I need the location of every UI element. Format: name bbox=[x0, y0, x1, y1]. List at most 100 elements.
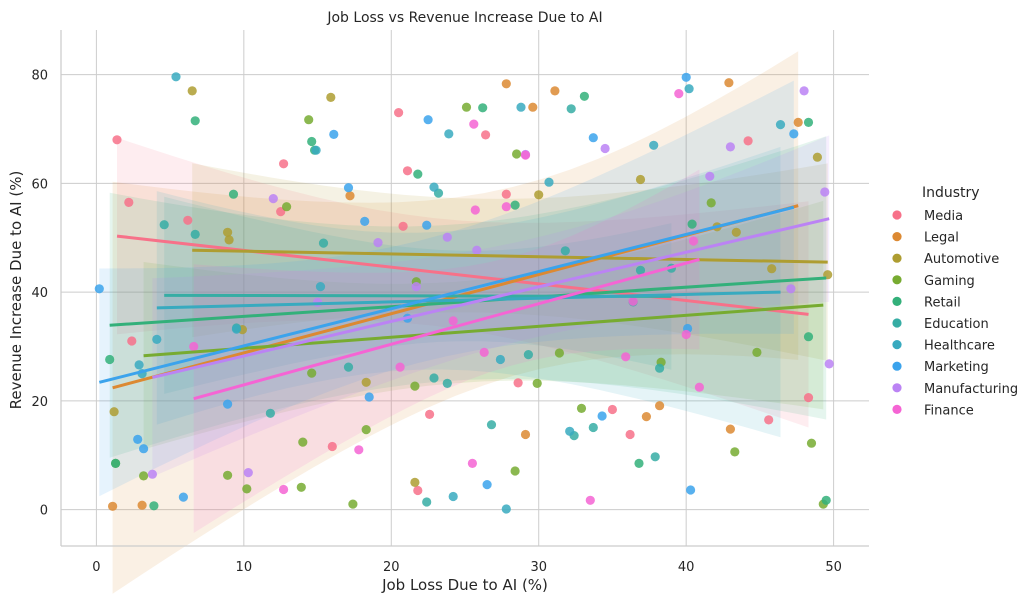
data-point-retail bbox=[105, 354, 115, 365]
data-point-finance bbox=[279, 484, 289, 495]
data-point-manufacturing bbox=[725, 142, 736, 152]
data-point-finance bbox=[681, 329, 691, 340]
data-point-marketing bbox=[329, 129, 339, 139]
data-point-gaming bbox=[348, 499, 358, 509]
data-point-healthcare bbox=[152, 334, 162, 344]
regression-line-retail bbox=[109, 276, 827, 327]
data-point-education bbox=[442, 378, 452, 388]
data-point-gaming bbox=[296, 482, 306, 492]
data-point-retail bbox=[307, 136, 317, 147]
data-point-media bbox=[625, 429, 635, 440]
data-point-media bbox=[743, 136, 753, 146]
legend-marker-gaming bbox=[892, 275, 902, 285]
data-point-marketing bbox=[482, 480, 492, 490]
regression-line-healthcare bbox=[156, 290, 781, 310]
data-point-legal bbox=[501, 79, 511, 89]
legend-marker-retail bbox=[892, 296, 902, 306]
data-point-marketing bbox=[364, 392, 374, 402]
data-point-education bbox=[190, 229, 200, 239]
data-point-marketing bbox=[360, 216, 370, 226]
data-point-finance bbox=[395, 362, 405, 372]
data-point-education bbox=[655, 363, 665, 373]
data-point-media bbox=[513, 378, 523, 388]
legend-title: Industry bbox=[922, 185, 980, 201]
data-point-gaming bbox=[307, 368, 317, 378]
data-point-retail bbox=[478, 103, 488, 113]
data-point-manufacturing bbox=[799, 86, 809, 96]
confidence-bands bbox=[99, 51, 830, 594]
regression-lines bbox=[98, 204, 830, 401]
legend-label-media: Media bbox=[924, 209, 963, 224]
data-point-education bbox=[343, 362, 354, 372]
data-point-legal bbox=[520, 429, 531, 440]
data-point-education bbox=[560, 246, 570, 256]
data-point-gaming bbox=[706, 198, 716, 208]
data-point-media bbox=[402, 166, 413, 176]
data-point-education bbox=[486, 420, 497, 430]
data-point-gaming bbox=[304, 115, 314, 125]
data-point-automotive bbox=[326, 92, 336, 102]
data-point-finance bbox=[479, 347, 489, 357]
data-point-healthcare bbox=[171, 72, 181, 82]
data-point-healthcare bbox=[231, 324, 242, 334]
data-point-healthcare bbox=[134, 360, 144, 370]
data-point-healthcare bbox=[501, 504, 511, 514]
data-point-retail bbox=[111, 458, 121, 468]
data-point-education bbox=[318, 238, 329, 248]
data-point-media bbox=[394, 108, 404, 118]
data-point-finance bbox=[501, 202, 511, 212]
x-tick-label: 0 bbox=[92, 560, 100, 575]
x-tick-label: 10 bbox=[236, 560, 253, 575]
data-point-media bbox=[501, 189, 511, 199]
data-point-gaming bbox=[532, 378, 542, 388]
data-point-retail bbox=[803, 117, 814, 127]
data-point-healthcare bbox=[311, 145, 321, 155]
data-point-media bbox=[327, 441, 337, 452]
legend-label-healthcare: Healthcare bbox=[924, 339, 995, 354]
data-point-marketing bbox=[422, 220, 432, 230]
regression-line-media bbox=[116, 234, 809, 316]
data-point-finance bbox=[585, 495, 595, 505]
data-point-gaming bbox=[576, 403, 587, 413]
data-point-healthcare bbox=[516, 102, 526, 112]
data-point-finance bbox=[621, 352, 631, 362]
data-point-legal bbox=[793, 117, 803, 127]
legend: Industry Media Legal Automotive Gaming Retai… bbox=[892, 185, 1018, 418]
data-point-media bbox=[607, 404, 618, 415]
data-point-marketing bbox=[597, 411, 607, 421]
legend-marker-healthcare bbox=[892, 340, 902, 350]
data-point-media bbox=[279, 159, 289, 169]
legend-marker-manufacturing bbox=[892, 383, 902, 393]
data-point-gaming bbox=[461, 102, 472, 112]
data-point-media bbox=[127, 336, 137, 346]
x-tick-label: 20 bbox=[383, 560, 400, 575]
y-tick-label: 20 bbox=[31, 395, 48, 410]
data-point-gaming bbox=[410, 381, 420, 391]
data-point-automotive bbox=[635, 174, 646, 185]
data-point-healthcare bbox=[649, 140, 659, 150]
y-tick-label: 60 bbox=[31, 177, 48, 192]
legend-label-retail: Retail bbox=[924, 295, 961, 310]
data-point-automotive bbox=[410, 477, 420, 487]
regression-line-automotive bbox=[192, 248, 828, 264]
data-point-education bbox=[635, 265, 646, 275]
data-point-education bbox=[588, 422, 598, 433]
data-point-manufacturing bbox=[373, 238, 383, 248]
data-point-manufacturing bbox=[411, 282, 421, 292]
data-point-legal bbox=[725, 424, 736, 434]
data-point-finance bbox=[674, 89, 684, 99]
confidence-band-gaming bbox=[143, 200, 824, 450]
data-point-education bbox=[566, 104, 576, 114]
data-point-automotive bbox=[109, 407, 119, 417]
data-point-gaming bbox=[510, 466, 520, 476]
data-point-marketing bbox=[343, 183, 354, 193]
data-point-media bbox=[413, 485, 423, 496]
data-point-gaming bbox=[752, 347, 762, 357]
chart-title: Job Loss vs Revenue Increase Due to AI bbox=[326, 10, 602, 26]
data-point-automotive bbox=[812, 152, 823, 162]
legend-label-gaming: Gaming bbox=[924, 274, 975, 289]
data-point-finance bbox=[469, 119, 479, 129]
data-point-retail bbox=[821, 495, 831, 505]
data-point-education bbox=[429, 373, 439, 383]
data-point-media bbox=[425, 409, 435, 419]
